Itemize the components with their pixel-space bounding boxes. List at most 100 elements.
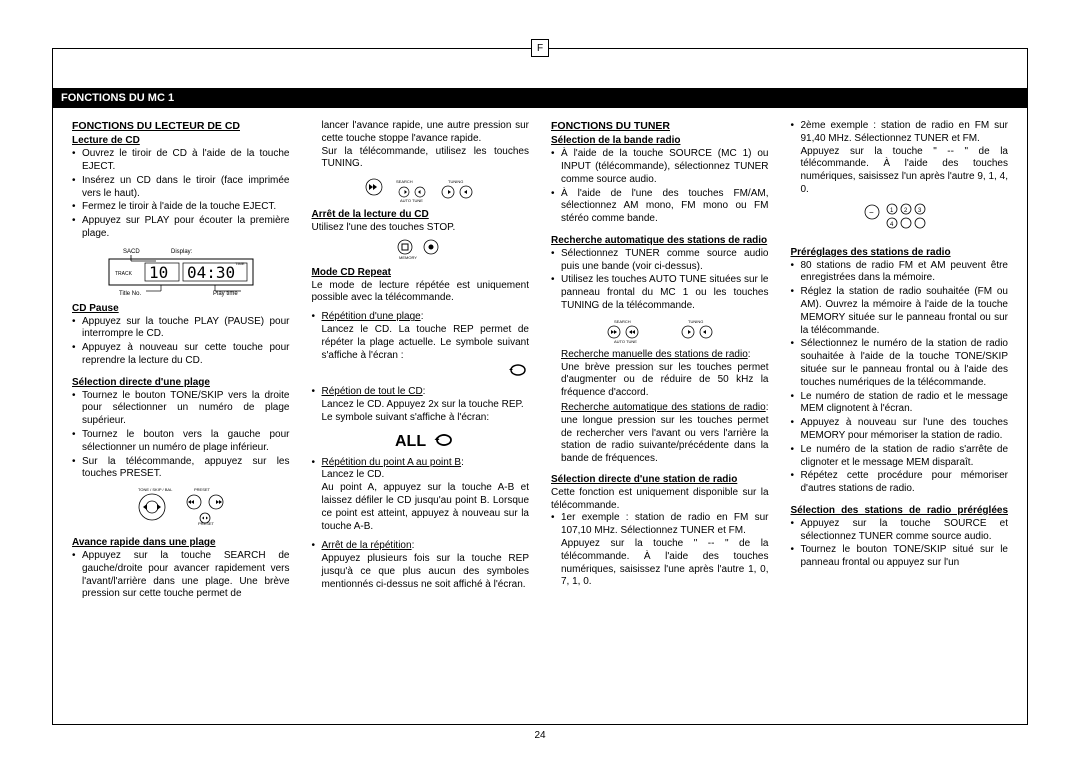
li-text: Appuyez sur PLAY pour écouter la premièr… bbox=[82, 215, 290, 239]
repeat-icon bbox=[507, 362, 529, 378]
li-text: Ouvrez le tiroir de CD à l'aide de la to… bbox=[82, 148, 290, 172]
figure-remote-buttons: SEARCH AUTO TUNE TUNING bbox=[312, 175, 530, 203]
li: Insérez un CD dans le tiroir (face impri… bbox=[72, 175, 290, 201]
dials-diagram: TONE / SKIP / BAL PRESET PRESET bbox=[126, 485, 236, 531]
r2-t2: Le symbole suivant s'affiche à l'écran: bbox=[322, 412, 490, 423]
li-text: Appuyez sur la touche PLAY (PAUSE) pour … bbox=[82, 316, 290, 340]
heading-fast-forward: Avance rapide dans une plage bbox=[72, 537, 290, 550]
li-text: 80 stations de radio FM et AM peuvent êt… bbox=[801, 260, 1009, 284]
li: Tournez le bouton vers la gauche pour sé… bbox=[72, 429, 290, 455]
tuner-buttons-diagram: SEARCH AUTO TUNE TUNING bbox=[600, 317, 720, 343]
r2-t1: Lancez le CD. Appuyez 2x sur la touche R… bbox=[322, 399, 524, 410]
li: Répétez cette procédure pour mémoriser d… bbox=[791, 470, 1009, 496]
r3-t1: Lancez le CD. bbox=[322, 469, 385, 480]
li-text-b: Appuyez sur la touche " -- " de la téléc… bbox=[561, 538, 769, 587]
heading-cd-repeat: Mode CD Repeat bbox=[312, 267, 530, 280]
figure-tuner-buttons: SEARCH AUTO TUNE TUNING bbox=[551, 317, 769, 343]
title-bar: FONCTIONS DU MC 1 bbox=[53, 88, 1027, 108]
list-track-select: Tournez le bouton TONE/SKIP vers la droi… bbox=[72, 390, 290, 482]
r1-label: Répétition d'une plage bbox=[322, 311, 421, 322]
r3-label: Répétition du point A au point B bbox=[322, 457, 462, 468]
li-text-a: 2ème exemple : station de radio en FM su… bbox=[801, 120, 1009, 144]
rb-autotune-label: AUTO TUNE bbox=[400, 198, 423, 203]
digit-pad-diagram: − 1 2 3 4 bbox=[862, 201, 936, 241]
lcd-track-label: TRACK bbox=[115, 271, 133, 277]
li: Répétition d'une plage: Lancez le CD. La… bbox=[312, 311, 530, 379]
li-text: Utilisez les touches AUTO TUNE situées s… bbox=[561, 274, 769, 311]
page-number: 24 bbox=[534, 730, 545, 741]
li-text: Sélectionnez TUNER comme source audio pu… bbox=[561, 248, 769, 272]
li: Appuyez à nouveau sur l'une des touches … bbox=[791, 417, 1009, 443]
li-text: Réglez la station de radio souhaitée (FM… bbox=[801, 286, 1009, 335]
li-text: Tournez le bouton vers la gauche pour sé… bbox=[82, 429, 290, 453]
header-letter-badge: F bbox=[531, 39, 549, 57]
list-auto-scan: Sélectionnez TUNER comme source audio pu… bbox=[551, 248, 769, 313]
li: Ouvrez le tiroir de CD à l'aide de la to… bbox=[72, 148, 290, 174]
list-preset-select: Appuyez sur la touche SOURCE et sélectio… bbox=[791, 518, 1009, 570]
all-repeat-icon: ALL bbox=[395, 429, 455, 451]
list-fast-forward: Appuyez sur la touche SEARCH de gauche/d… bbox=[72, 550, 290, 601]
li: Sélectionnez le numéro de la station de … bbox=[791, 338, 1009, 389]
li: 1er exemple : station de radio en FM sur… bbox=[551, 512, 769, 589]
tb-search-label: SEARCH bbox=[614, 319, 631, 324]
tb-tuning-label: TUNING bbox=[688, 319, 703, 324]
li-text: Le numéro de la station de radio s'arrêt… bbox=[801, 444, 1009, 468]
li-text: Fermez le tiroir à l'aide de la touche E… bbox=[82, 201, 276, 212]
li: Appuyez sur la touche SOURCE et sélectio… bbox=[791, 518, 1009, 544]
r3-t2: Au point A, appuyez sur la touche A-B et… bbox=[322, 482, 530, 531]
heading-tuner: FONCTIONS DU TUNER bbox=[551, 120, 769, 133]
lcd-right-digits: 04:30 bbox=[187, 263, 235, 282]
heading-cd-play: Lecture de CD bbox=[72, 135, 290, 148]
li: Répétion de tout le CD: Lancez le CD. Ap… bbox=[312, 386, 530, 450]
li: Utilisez les touches AUTO TUNE situées s… bbox=[551, 274, 769, 312]
r4-label: Arrêt de la répétition bbox=[322, 540, 412, 551]
column-1: FONCTIONS DU LECTEUR DE CD Lecture de CD… bbox=[72, 120, 290, 707]
li-text: Appuyez sur la touche SEARCH de gauche/d… bbox=[82, 550, 290, 599]
lcd-playtime-label: Play time bbox=[213, 291, 238, 297]
li: Arrêt de la répétition: Appuyez plusieur… bbox=[312, 540, 530, 591]
lcd-time-label: TIME bbox=[235, 261, 245, 266]
li: Sélectionnez TUNER comme source audio pu… bbox=[551, 248, 769, 274]
list-band-select: À l'aide de la touche SOURCE (MC 1) ou I… bbox=[551, 148, 769, 226]
li-text: Appuyez à nouveau sur l'une des touches … bbox=[801, 417, 1009, 441]
rb-tuning-label: TUNING bbox=[448, 179, 463, 184]
lcd-display-label: Display: bbox=[171, 249, 193, 255]
list-repeat3: Répétition du point A au point B: Lancez… bbox=[312, 457, 530, 534]
li-text: À l'aide de l'une des touches FM/AM, sél… bbox=[561, 188, 769, 225]
heading-auto-scan: Recherche automatique des stations de ra… bbox=[551, 235, 769, 248]
manual-search-block: Recherche manuelle des stations de radio… bbox=[551, 349, 769, 400]
rb-search-label: SEARCH bbox=[396, 179, 413, 184]
cd-stop-text: Utilisez l'une des touches STOP. bbox=[312, 222, 530, 235]
digit-1: 1 bbox=[890, 208, 894, 214]
li: Appuyez sur la touche PLAY (PAUSE) pour … bbox=[72, 316, 290, 342]
heading-direct-station: Sélection directe d'une station de radio bbox=[551, 474, 769, 487]
tb-autotune-label: AUTO TUNE bbox=[614, 339, 637, 343]
li: 2ème exemple : station de radio en FM su… bbox=[791, 120, 1009, 197]
digit-2: 2 bbox=[904, 208, 908, 214]
li: Tournez le bouton TONE/SKIP situé sur le… bbox=[791, 544, 1009, 570]
li-text: Tournez le bouton TONE/SKIP situé sur le… bbox=[801, 544, 1009, 568]
list-cd-pause: Appuyez sur la touche PLAY (PAUSE) pour … bbox=[72, 316, 290, 368]
heading-cd-pause: CD Pause bbox=[72, 303, 290, 316]
figure-stop-buttons: MEMORY bbox=[312, 239, 530, 261]
r2-label: Répétion de tout le CD bbox=[322, 386, 423, 397]
li-text: Sur la télécommande, appuyez sur les tou… bbox=[82, 456, 290, 480]
column-3: FONCTIONS DU TUNER Sélection de la bande… bbox=[551, 120, 769, 707]
manual-label: Recherche manuelle des stations de radio bbox=[561, 349, 748, 360]
li: Appuyez à nouveau sur cette touche pour … bbox=[72, 342, 290, 368]
list-direct-station: 1er exemple : station de radio en FM sur… bbox=[551, 512, 769, 589]
ff-remote: Sur la télécommande, utilisez les touche… bbox=[312, 146, 530, 172]
remote-buttons-diagram: SEARCH AUTO TUNE TUNING bbox=[360, 175, 480, 203]
dial1-label: TONE / SKIP / BAL bbox=[138, 487, 173, 492]
all-text: ALL bbox=[395, 433, 426, 450]
li: Sur la télécommande, appuyez sur les tou… bbox=[72, 456, 290, 482]
li: Répétition du point A au point B: Lancez… bbox=[312, 457, 530, 534]
digit-minus: − bbox=[869, 208, 874, 217]
figure-dials: TONE / SKIP / BAL PRESET PRESET bbox=[72, 485, 290, 531]
figure-lcd: SACD Display: TRACK TIME 10 04:30 Title … bbox=[72, 245, 290, 297]
heading-preset-select: Sélection des stations de radio préréglé… bbox=[791, 505, 1009, 518]
lcd-diagram: SACD Display: TRACK TIME 10 04:30 Title … bbox=[101, 245, 261, 297]
columns: FONCTIONS DU LECTEUR DE CD Lecture de CD… bbox=[72, 120, 1008, 707]
figure-all-repeat: ALL bbox=[322, 429, 530, 451]
li: Fermez le tiroir à l'aide de la touche E… bbox=[72, 201, 290, 214]
